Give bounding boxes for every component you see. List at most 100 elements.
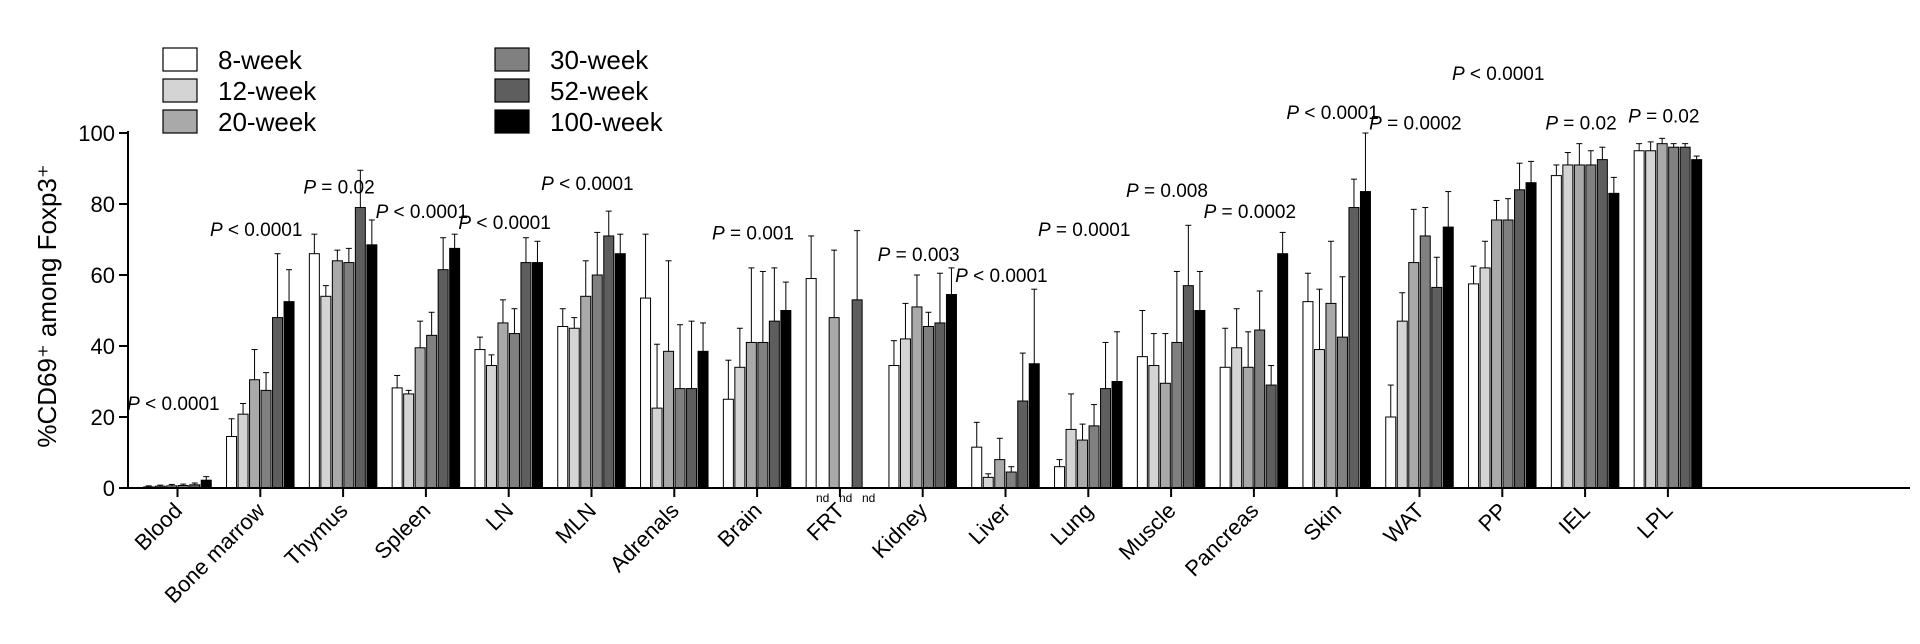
bar — [1182, 285, 1194, 489]
y-tick-label: 20 — [91, 405, 115, 430]
y-axis-label: %CD69⁺ among Foxp3⁺ — [32, 164, 62, 447]
bar — [1313, 349, 1325, 489]
x-tick-label: Blood — [130, 498, 187, 555]
bar — [520, 262, 532, 489]
bar — [1136, 356, 1148, 489]
bar-group-blood — [143, 476, 212, 489]
nd-label: nd — [862, 491, 875, 505]
bar — [226, 436, 238, 489]
bar — [531, 262, 543, 489]
bar — [994, 459, 1006, 489]
bar — [1148, 365, 1160, 489]
bar — [591, 274, 603, 489]
bar-group-wat — [1385, 191, 1454, 489]
bar-group-frt: nd nd nd — [805, 230, 875, 505]
bar — [1608, 192, 1620, 489]
x-tick-label: Thymus — [280, 498, 353, 571]
x-tick-label: Pancreas — [1180, 498, 1263, 581]
bar — [426, 334, 438, 489]
bar — [1028, 363, 1040, 489]
bar — [1491, 219, 1503, 489]
legend-swatch — [494, 78, 530, 103]
bar — [722, 398, 734, 489]
bar — [745, 341, 757, 489]
bar — [945, 294, 957, 489]
p-value-label: P = 0.0002 — [1369, 113, 1461, 134]
y-tick-label: 60 — [91, 263, 115, 288]
nd-label: nd — [839, 491, 852, 505]
bar — [331, 260, 343, 489]
bar — [1442, 226, 1454, 489]
bar — [449, 247, 461, 489]
bar — [828, 317, 840, 489]
bar — [1054, 466, 1066, 489]
nd-label: nd — [816, 491, 829, 505]
x-tick-label: Adrenals — [605, 498, 684, 577]
legend-swatch — [162, 78, 198, 103]
bar — [1100, 388, 1112, 489]
bar — [1514, 189, 1526, 489]
bar — [403, 393, 415, 489]
bar — [1668, 146, 1680, 489]
bar — [899, 338, 911, 489]
p-value-label: P = 0.02 — [303, 177, 374, 198]
x-tick-label: IEL — [1554, 498, 1595, 539]
bar — [1573, 164, 1585, 489]
bar — [734, 366, 746, 489]
bar-group-brain — [722, 267, 792, 489]
bar — [1645, 150, 1657, 489]
legend-label: 30-week — [550, 45, 649, 75]
bar — [603, 235, 615, 489]
bar — [237, 413, 249, 489]
bar — [697, 350, 709, 489]
bar — [474, 349, 486, 489]
legend-item: 52-week — [494, 76, 649, 106]
bar — [1005, 471, 1017, 489]
bar-group-lung — [1054, 331, 1123, 489]
bar — [414, 347, 426, 489]
y-tick-label: 40 — [91, 334, 115, 359]
legend-item: 20-week — [162, 107, 317, 137]
bar — [1325, 302, 1337, 489]
bar — [249, 379, 261, 489]
legend-swatch — [494, 47, 530, 72]
bar — [982, 476, 994, 489]
bar — [343, 262, 355, 489]
bar — [1633, 150, 1645, 489]
x-tick-label: FRT — [802, 498, 850, 546]
legend-swatch — [162, 109, 198, 134]
bar — [437, 269, 449, 489]
bar — [1159, 382, 1171, 489]
x-tick-label: MLN — [551, 498, 602, 549]
bar — [1385, 416, 1397, 489]
bar — [1088, 425, 1100, 489]
bar — [651, 407, 663, 489]
legend-swatch — [162, 47, 198, 72]
legend-label: 12-week — [218, 76, 317, 106]
bar — [1468, 283, 1480, 489]
bar-group-ln — [474, 237, 543, 489]
bar — [1656, 143, 1668, 489]
bar — [1348, 207, 1360, 489]
p-value-label: P = 0.001 — [712, 224, 794, 245]
p-value-label: P < 0.0001 — [376, 202, 468, 223]
bar — [851, 299, 863, 489]
bar-group-pancreas — [1219, 231, 1289, 489]
bar — [1419, 235, 1431, 489]
bar-group-pp — [1468, 160, 1537, 489]
legend-item: 12-week — [162, 76, 317, 106]
bar — [1691, 159, 1703, 489]
bar — [1585, 164, 1597, 489]
bar — [1111, 381, 1123, 489]
legend-label: 52-week — [550, 76, 649, 106]
bar — [1431, 286, 1443, 489]
bar — [1502, 219, 1514, 489]
p-value-label: P = 0.02 — [1628, 106, 1699, 127]
bar-group-adrenals — [640, 233, 709, 489]
bar — [1077, 439, 1089, 489]
bar-group-lpl — [1633, 137, 1703, 489]
